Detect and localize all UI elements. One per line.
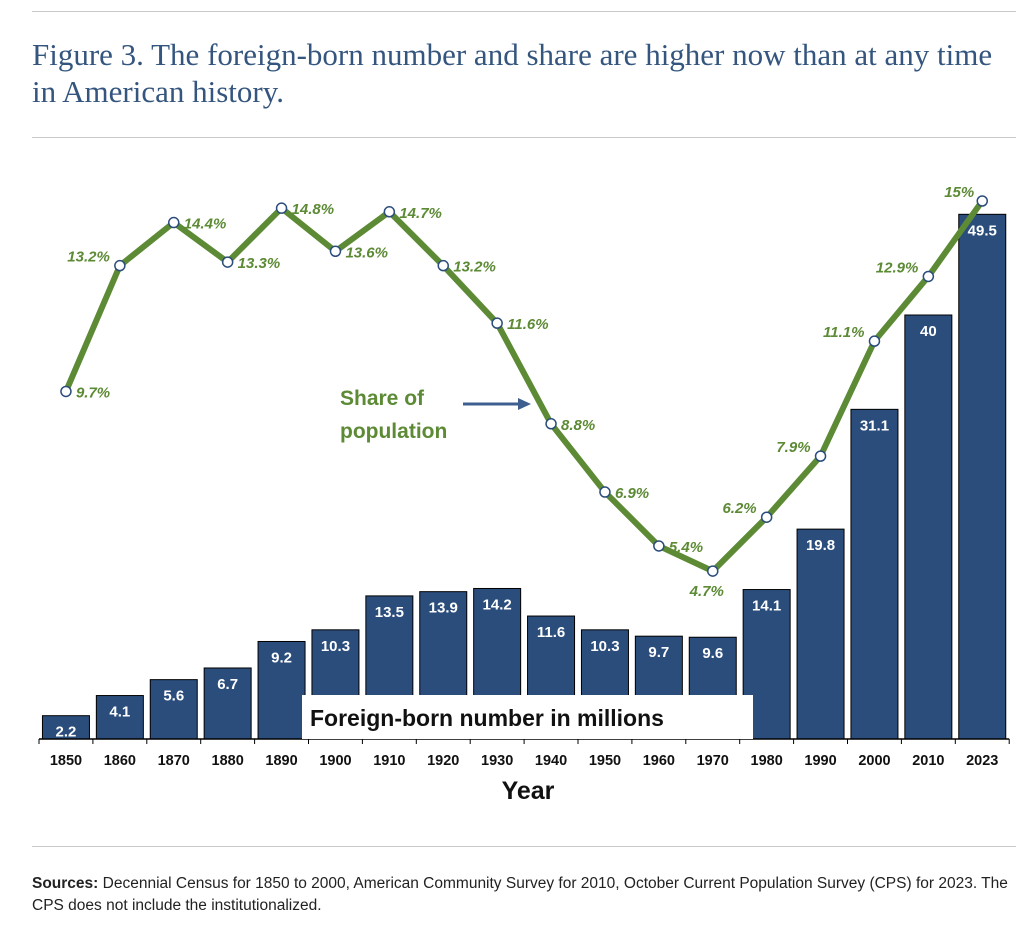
sources-note: Sources: Decennial Census for 1850 to 20… — [32, 873, 1017, 917]
x-axis-title: Year — [502, 777, 555, 805]
line-layer: 9.7% 13.2% 14.4% 13.3% 14.8% 13.6% 14.7% 13.2% 1… — [60, 184, 988, 600]
share-value-label: 13.3% — [238, 255, 281, 272]
share-point-1950 — [599, 486, 611, 498]
x-tick-label: 1960 — [643, 753, 675, 769]
bar-value-label: 13.5 — [375, 604, 404, 621]
bar-value-label: 5.6 — [163, 688, 184, 705]
chart: 2.2 4.1 5.6 6.7 9.2 10.3 13.5 13.9 14.2 11.6 10.3 9… — [38, 184, 1010, 805]
x-tick-label: 1850 — [50, 753, 82, 769]
share-point-1870 — [168, 216, 180, 229]
share-point-1940 — [545, 418, 557, 430]
share-value-label: 7.9% — [776, 439, 810, 456]
share-value-label: 5.4% — [669, 539, 703, 556]
bar-2010 — [904, 314, 953, 740]
share-value-label: 8.8% — [561, 417, 595, 434]
share-point-1980 — [760, 511, 773, 523]
share-line — [62, 198, 986, 575]
bar-value-label: 10.3 — [590, 638, 619, 655]
share-value-label: 13.2% — [453, 259, 496, 276]
bar-1990 — [796, 528, 845, 740]
share-point-1920 — [437, 259, 449, 272]
bar-value-label: 9.2 — [271, 649, 292, 666]
bar-value-label: 2.2 — [56, 724, 77, 741]
bar-value-label: 11.6 — [537, 624, 565, 641]
bar-value-label: 19.8 — [806, 537, 835, 554]
share-value-label: 11.6% — [507, 316, 548, 333]
x-tick-label: 1970 — [697, 753, 729, 769]
share-point-1890 — [275, 202, 288, 214]
bars-layer: 2.2 4.1 5.6 6.7 9.2 10.3 13.5 13.9 14.2 11.6 10.3 9… — [41, 213, 1007, 741]
share-value-label: 6.2% — [722, 500, 756, 517]
x-tick-label: 1910 — [373, 753, 405, 769]
share-value-label: 13.6% — [345, 244, 388, 261]
share-value-label: 9.7% — [76, 384, 110, 401]
x-tick-label: 1880 — [212, 753, 244, 769]
share-point-1850 — [60, 385, 72, 398]
x-tick-label: 2023 — [966, 753, 998, 769]
bar-1860 — [95, 695, 144, 740]
bar-value-label: 31.1 — [860, 417, 889, 434]
title-rule — [32, 137, 1016, 138]
share-value-label: 4.7% — [689, 583, 724, 600]
share-point-1910 — [383, 206, 396, 218]
line-legend-arrow-head — [518, 398, 531, 410]
bar-value-label: 10.3 — [321, 638, 350, 655]
x-tick-label: 1920 — [427, 753, 459, 769]
bar-value-label: 6.7 — [217, 676, 238, 693]
share-point-1880 — [221, 256, 234, 268]
x-tick-label: 2010 — [912, 753, 944, 769]
bar-legend-box — [302, 695, 753, 739]
bar-1880 — [203, 667, 252, 740]
share-point-2010 — [922, 270, 935, 283]
x-tick-label: 1930 — [481, 753, 513, 769]
bar-value-label: 14.2 — [483, 596, 512, 613]
share-value-label: 14.7% — [399, 205, 442, 222]
share-point-2023 — [976, 195, 988, 207]
share-value-label: 11.1% — [823, 324, 864, 341]
share-value-label: 15% — [944, 184, 974, 201]
bottom-rule — [32, 846, 1016, 847]
sources-label: Sources: — [32, 875, 99, 892]
share-point-1970 — [707, 565, 719, 577]
sources-text: Decennial Census for 1850 to 2000, Ameri… — [32, 875, 1008, 914]
figure-title: Figure 3. The foreign-born number and sh… — [32, 37, 993, 109]
x-tick-label: 1860 — [104, 753, 136, 769]
bar-value-label: 40 — [920, 323, 937, 340]
share-value-label: 6.9% — [615, 485, 649, 502]
x-tick-label: 1900 — [319, 753, 351, 769]
bar-value-label: 14.1 — [752, 598, 781, 615]
x-tick-label: 2000 — [858, 753, 890, 769]
bar-value-label: 49.5 — [968, 222, 997, 239]
bar-legend-label: Foreign-born number in millions — [310, 705, 664, 731]
x-tick-label: 1890 — [265, 753, 297, 769]
share-point-1960 — [653, 540, 665, 552]
share-point-1930 — [491, 317, 503, 329]
share-point-1860 — [114, 259, 126, 272]
share-point-2000 — [868, 335, 881, 347]
bar-value-label: 4.1 — [109, 704, 130, 721]
x-tick-label: 1980 — [751, 753, 783, 769]
axis-layer: 1850 1860 1870 1880 1890 1900 1910 1920 1930 1940… — [38, 738, 1010, 769]
x-tick-label: 1990 — [804, 753, 836, 769]
line-legend-label-2: population — [340, 420, 447, 443]
bar-value-label: 13.9 — [429, 600, 458, 617]
bar-1870 — [149, 679, 198, 740]
share-point-1900 — [329, 245, 342, 258]
bar-2023 — [958, 213, 1007, 740]
bar-value-label: 9.6 — [702, 645, 723, 662]
share-value-label: 12.9% — [876, 259, 919, 276]
share-value-label: 14.8% — [292, 201, 335, 218]
share-value-label: 14.4% — [184, 216, 227, 233]
annotation-layer: Foreign-born number in millions Share of… — [302, 387, 753, 805]
x-tick-label: 1950 — [589, 753, 621, 769]
share-value-label: 13.2% — [67, 249, 110, 266]
share-point-1990 — [814, 450, 827, 462]
line-legend-label-1: Share of — [340, 387, 425, 410]
x-tick-label: 1940 — [535, 753, 567, 769]
bar-value-label: 9.7 — [648, 644, 669, 661]
x-tick-label: 1870 — [158, 753, 190, 769]
top-rule — [32, 11, 1016, 12]
bar-2000 — [850, 408, 899, 740]
